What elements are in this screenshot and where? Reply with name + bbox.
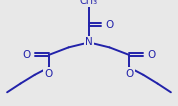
Text: O: O — [45, 69, 53, 79]
Text: N: N — [85, 37, 93, 47]
Text: O: O — [22, 50, 30, 60]
Text: O: O — [148, 50, 156, 60]
Text: CH₃: CH₃ — [80, 0, 98, 6]
Text: O: O — [105, 20, 114, 30]
Text: O: O — [125, 69, 133, 79]
